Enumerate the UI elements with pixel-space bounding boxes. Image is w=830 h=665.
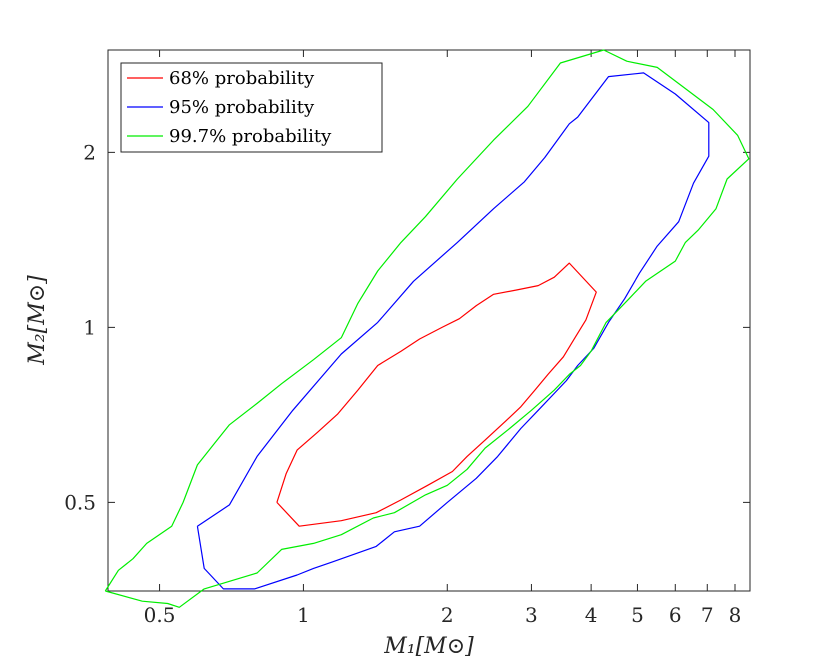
x-axis-label: M₁[M⊙]: [383, 634, 474, 659]
legend[interactable]: 68% probability 95% probability 99.7% prob…: [120, 62, 383, 153]
contour-99-7-probability: [104, 49, 750, 608]
x-tick-label: 8: [729, 603, 742, 627]
y-tick-label: 2: [83, 140, 96, 164]
x-tick-label: 3: [525, 603, 538, 627]
contour-68-probability: [276, 262, 597, 527]
x-tick-label: 6: [669, 603, 682, 627]
x-tick-label: 4: [585, 603, 598, 627]
y-tick-label: 0.5: [64, 490, 96, 514]
axis-ticks: [108, 50, 750, 591]
contour-lines: [104, 49, 750, 608]
y-tick-label: 1: [83, 315, 96, 339]
x-tick-label: 5: [631, 603, 644, 627]
x-tick-label: 7: [701, 603, 714, 627]
legend-label-99-7-probability: 99.7% probability: [169, 126, 332, 147]
legend-label-68-probability: 68% probability: [169, 68, 315, 89]
x-tick-label: 0.5: [144, 603, 176, 627]
legend-box: [120, 62, 383, 153]
x-tick-label: 1: [297, 603, 310, 627]
legend-label-95-probability: 95% probability: [169, 97, 315, 118]
contour-95-probability: [196, 72, 710, 590]
y-axis-label: M₂[M⊙]: [25, 275, 50, 366]
x-tick-label: 2: [441, 603, 454, 627]
axis-tick-labels: 0.5 1 2 3 4 5 6 7 8 0.5 1 2: [64, 140, 741, 627]
